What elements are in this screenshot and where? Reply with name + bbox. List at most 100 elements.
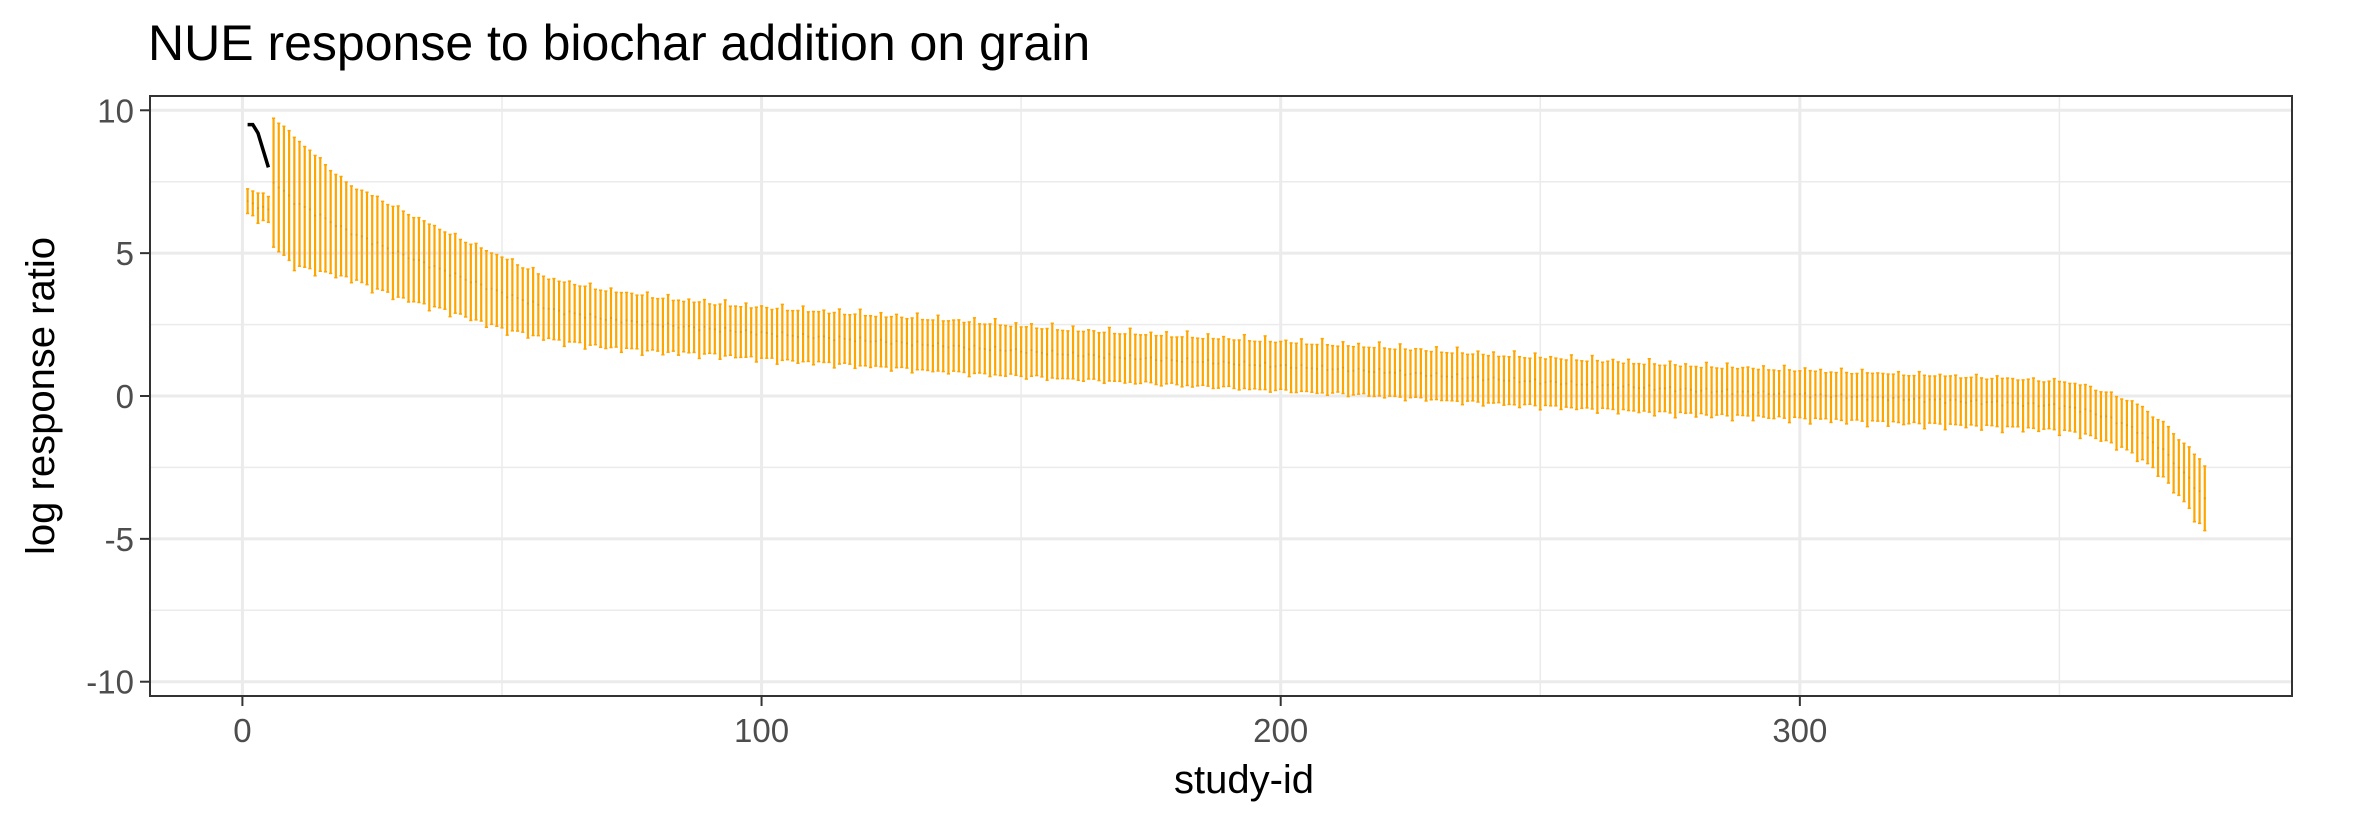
- errorbar-point: [1264, 361, 1267, 364]
- errorbar-point: [708, 327, 711, 330]
- errorbar-point: [2131, 425, 2134, 428]
- errorbar-point: [1892, 397, 1895, 399]
- errorbar-point: [1700, 389, 1703, 392]
- errorbar-point: [994, 345, 997, 348]
- errorbar-point: [646, 320, 649, 323]
- errorbar-point: [1601, 384, 1604, 387]
- errorbar-point: [568, 310, 571, 313]
- errorbar-point: [412, 258, 415, 261]
- errorbar-point: [1767, 393, 1770, 395]
- errorbar-point: [1622, 385, 1625, 388]
- y-tick-label: 10: [97, 92, 134, 129]
- errorbar-point: [1560, 383, 1562, 386]
- errorbar-point: [2042, 404, 2045, 407]
- errorbar-point: [911, 344, 914, 347]
- errorbar-point: [1487, 378, 1490, 381]
- errorbar-point: [1710, 391, 1713, 394]
- errorbar-point: [1757, 391, 1760, 394]
- errorbar-point: [636, 321, 638, 323]
- errorbar-point: [506, 296, 509, 299]
- errorbar-point: [1103, 356, 1106, 359]
- y-tick-label: 0: [116, 378, 134, 415]
- errorbar-point: [1715, 390, 1718, 393]
- errorbar-point: [1949, 399, 1952, 401]
- errorbar-point: [1435, 372, 1438, 375]
- errorbar-point: [848, 338, 851, 341]
- errorbar-point: [1394, 371, 1396, 374]
- errorbar-point: [371, 243, 374, 246]
- errorbar-point: [1113, 356, 1116, 359]
- errorbar-point: [641, 324, 644, 327]
- errorbar-point: [293, 203, 296, 205]
- errorbar-point: [402, 253, 405, 256]
- errorbar-point: [1072, 351, 1074, 354]
- errorbar-point: [687, 325, 690, 327]
- errorbar-point: [2053, 403, 2056, 406]
- errorbar-point: [1591, 381, 1594, 384]
- errorbar-point: [1752, 393, 1755, 396]
- errorbar-point: [1809, 396, 1812, 399]
- errorbar-point: [516, 297, 519, 299]
- errorbar-point: [677, 326, 680, 329]
- errorbar-point: [765, 331, 768, 334]
- errorbar-point: [397, 250, 400, 253]
- errorbar-point: [1871, 396, 1874, 398]
- errorbar-point: [1316, 368, 1318, 370]
- errorbar-point: [2084, 408, 2087, 411]
- errorbar-point: [1913, 398, 1915, 400]
- errorbar-point: [1015, 348, 1017, 350]
- series-line: [247, 122, 271, 168]
- errorbar-point: [558, 309, 560, 312]
- errorbar-point: [672, 324, 675, 327]
- errorbar-point: [1207, 359, 1209, 361]
- errorbar-point: [1227, 361, 1230, 364]
- errorbar-point: [2016, 402, 2019, 405]
- errorbar-point: [739, 331, 742, 333]
- errorbar-point: [573, 312, 576, 315]
- chart-title: NUE response to biochar addition on grai…: [148, 15, 1090, 71]
- x-tick-label: 0: [233, 712, 251, 749]
- y-axis: -10 -5 0 5 10: [86, 92, 150, 701]
- errorbar-point: [329, 221, 332, 223]
- errorbar-point: [1388, 371, 1391, 374]
- errorbar-point: [1503, 379, 1505, 382]
- errorbar-point: [1684, 387, 1687, 390]
- errorbar-point: [1866, 398, 1869, 401]
- errorbar-point: [620, 321, 623, 324]
- errorbar-point: [1165, 356, 1168, 359]
- errorbar-point: [1025, 352, 1028, 354]
- errorbar-point: [501, 291, 503, 294]
- errorbar-point: [1108, 353, 1111, 356]
- errorbar-point: [1741, 390, 1744, 393]
- errorbar-point: [2074, 406, 2076, 409]
- errorbar-point: [1020, 350, 1023, 353]
- errorbar-point: [1695, 390, 1697, 393]
- errorbar-point: [890, 342, 893, 345]
- errorbar-point: [864, 339, 867, 342]
- errorbar-point: [713, 328, 716, 331]
- errorbar-point: [1451, 376, 1453, 378]
- errorbar-point: [1222, 360, 1225, 363]
- errorbar-point: [786, 334, 789, 336]
- errorbar-point: [1928, 398, 1931, 401]
- grid-major: [150, 96, 2292, 696]
- errorbar-point: [921, 343, 924, 346]
- errorbar-point: [1850, 396, 1853, 398]
- x-tick-label: 100: [734, 712, 789, 749]
- errorbar-point: [1477, 375, 1479, 378]
- errorbar-point: [615, 318, 618, 321]
- errorbar-point: [885, 341, 888, 343]
- errorbar-point: [578, 313, 581, 316]
- errorbar-point: [1212, 362, 1215, 365]
- errorbar-point: [407, 257, 410, 260]
- errorbar-point: [2079, 410, 2082, 413]
- errorbar-point: [1456, 373, 1459, 376]
- errorbar-point: [2151, 441, 2154, 444]
- errorbar-point: [438, 267, 441, 270]
- errorbar-point: [817, 335, 820, 338]
- errorbar-point: [1461, 377, 1464, 380]
- errorbar-point: [283, 189, 285, 192]
- errorbar-point: [277, 186, 280, 189]
- errorbar-point: [1534, 378, 1536, 381]
- errorbar-point: [563, 313, 566, 316]
